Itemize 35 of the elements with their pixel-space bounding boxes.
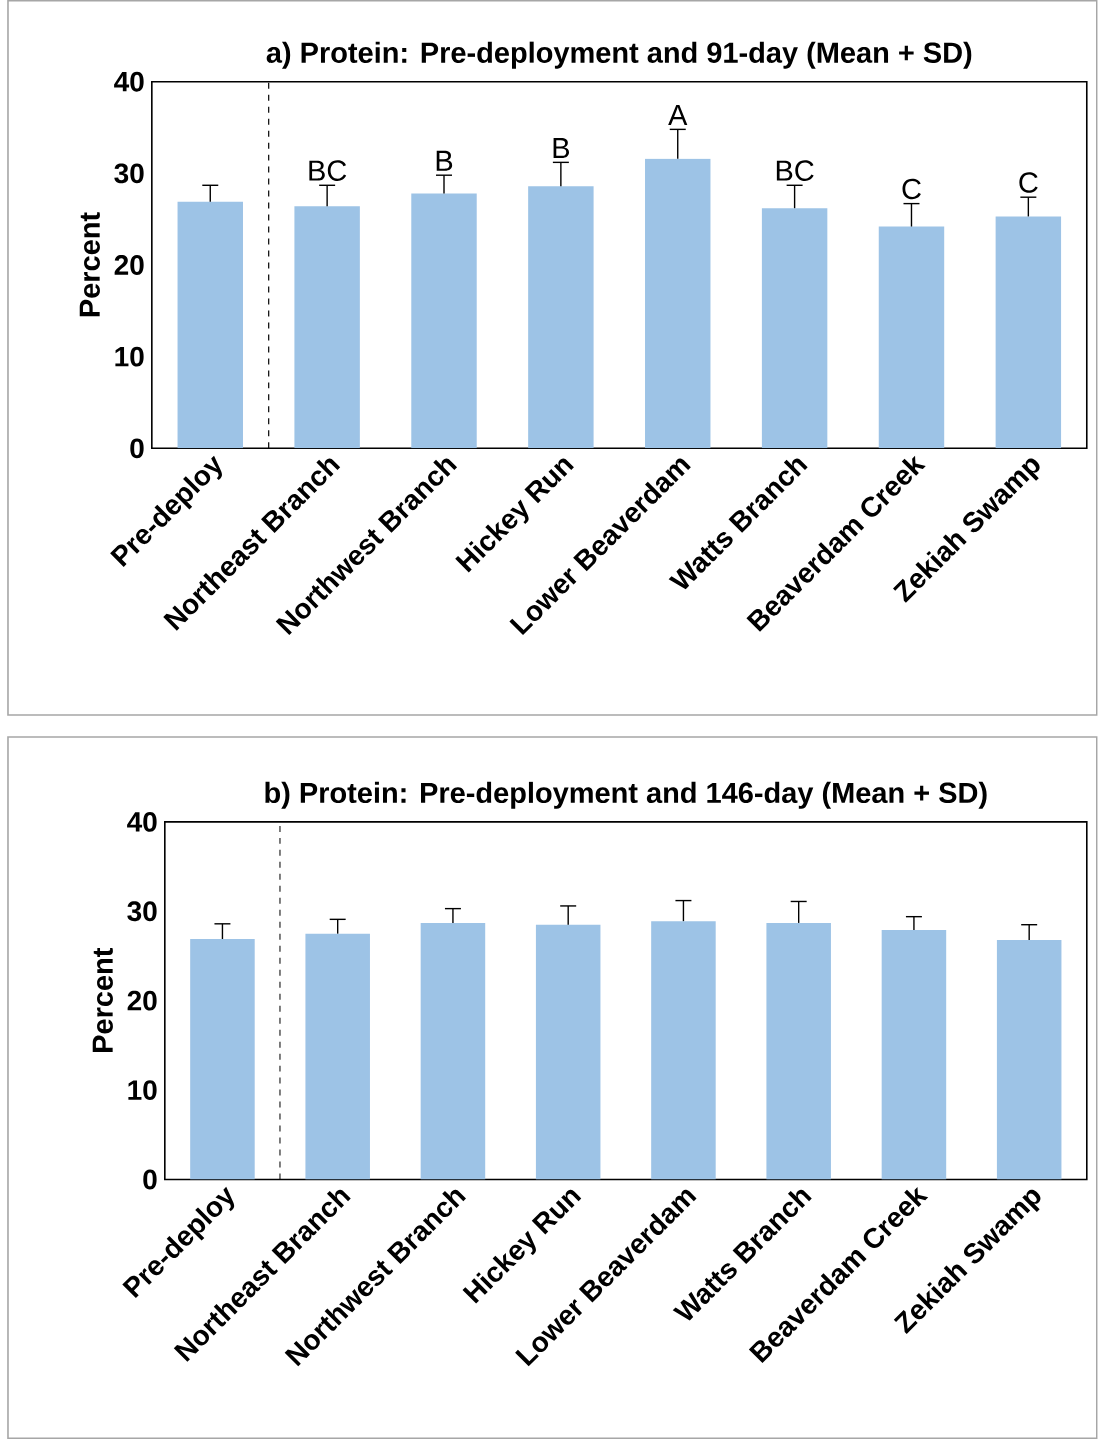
chart-title: b) Protein: Pre-deployment and 146-day (Mean + SD) [265, 781, 987, 809]
y-tick-label: 20 [114, 255, 144, 275]
y-tick-label: 10 [128, 1080, 157, 1101]
y-axis-title: Percent [92, 947, 114, 1052]
y-tick-label: 20 [127, 990, 157, 1011]
annotation: C [902, 178, 921, 200]
bar [995, 216, 1062, 449]
bar [762, 208, 828, 449]
annotation: BC [309, 160, 347, 181]
bar [997, 939, 1062, 1180]
bar [651, 921, 716, 1180]
y-tick-label: 30 [114, 163, 144, 184]
y-tick-label: 40 [114, 71, 144, 92]
y-tick-label: 30 [127, 901, 157, 922]
chart-title: a) Protein: Pre-deployment and 91-day (Mean + SD) [266, 41, 972, 69]
annotation: B [553, 138, 570, 158]
bar [190, 939, 255, 1180]
y-tick-label: 10 [115, 346, 144, 367]
annotation: A [668, 105, 688, 125]
bar [411, 193, 477, 449]
bar [881, 930, 947, 1180]
bar [420, 922, 486, 1180]
annotation: BC [776, 160, 814, 181]
annotation: B [436, 150, 453, 171]
bar [766, 922, 832, 1180]
bar [305, 933, 371, 1180]
bar [528, 186, 594, 449]
bar [536, 924, 601, 1180]
y-tick-label: 40 [127, 811, 157, 832]
bar [294, 206, 360, 449]
annotation: C [1019, 172, 1038, 193]
y-axis-title: Percent [79, 212, 101, 317]
bar [645, 158, 711, 449]
bar [878, 226, 945, 449]
bar [177, 201, 244, 449]
